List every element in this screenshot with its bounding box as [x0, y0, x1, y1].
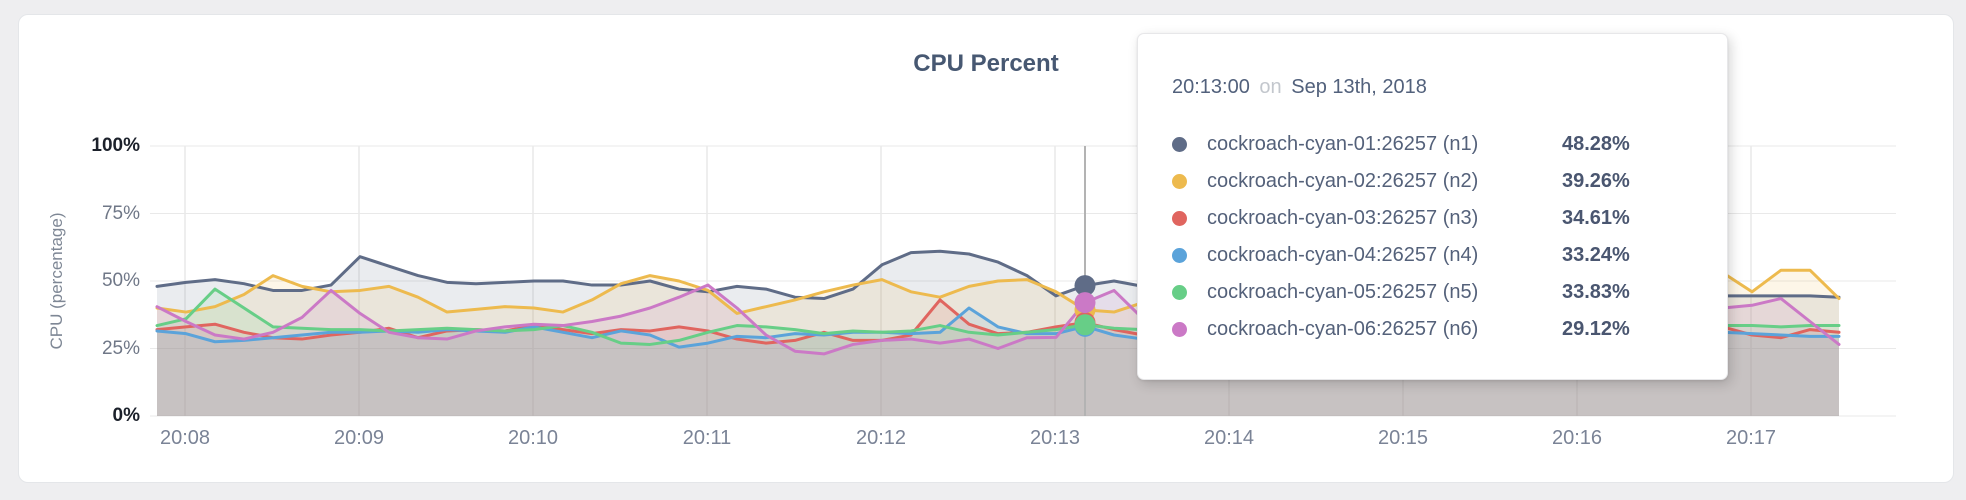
y-tick-label: 25%	[101, 337, 140, 359]
series-color-dot-icon	[1172, 248, 1187, 263]
y-tick-label: 75%	[101, 202, 140, 224]
series-color-dot-icon	[1172, 174, 1187, 189]
series-value: 39.26%	[1562, 170, 1630, 192]
series-color-dot-icon	[1172, 137, 1187, 152]
hover-dot-n6	[1074, 292, 1096, 314]
series-area	[157, 285, 1839, 416]
chart-title: CPU Percent	[913, 50, 1059, 77]
x-tick-label: 20:15	[1377, 427, 1429, 449]
series-label: cockroach-cyan-03:26257 (n3)	[1207, 207, 1479, 229]
y-tick-label: 50%	[101, 270, 140, 291]
x-tick-label: 20:09	[333, 427, 385, 449]
tooltip-row: cockroach-cyan-05:26257 (n5) 33.83%	[1172, 274, 1699, 311]
tooltip-date: Sep 13th, 2018	[1291, 76, 1427, 98]
series-label: cockroach-cyan-05:26257 (n5)	[1207, 281, 1479, 303]
tooltip-header: 20:13:00 on Sep 13th, 2018	[1172, 74, 1699, 100]
series-color-dot-icon	[1172, 322, 1187, 337]
series-label: cockroach-cyan-01:26257 (n1)	[1207, 133, 1479, 155]
x-tick-label: 20:16	[1551, 427, 1603, 449]
hover-dot-n1	[1074, 275, 1096, 297]
hover-tooltip: 20:13:00 on Sep 13th, 2018 cockroach-cya…	[1137, 33, 1728, 380]
series-label: cockroach-cyan-06:26257 (n6)	[1207, 318, 1479, 340]
series-label: cockroach-cyan-04:26257 (n4)	[1207, 244, 1479, 266]
series-label: cockroach-cyan-02:26257 (n2)	[1207, 170, 1479, 192]
series-color-dot-icon	[1172, 211, 1187, 226]
tooltip-connector: on	[1259, 76, 1282, 98]
y-tick-label: 0%	[112, 405, 140, 426]
tooltip-row: cockroach-cyan-01:26257 (n1) 48.28%	[1172, 126, 1699, 163]
x-tick-label: 20:08	[159, 427, 211, 449]
tooltip-rows: cockroach-cyan-01:26257 (n1) 48.28% cockro…	[1172, 126, 1699, 348]
tooltip-row: cockroach-cyan-04:26257 (n4) 33.24%	[1172, 237, 1699, 274]
series-value: 29.12%	[1562, 318, 1630, 340]
tooltip-row: cockroach-cyan-06:26257 (n6) 29.12%	[1172, 311, 1699, 348]
series-area	[157, 299, 1839, 416]
x-tick-label: 20:17	[1725, 427, 1777, 449]
x-tick-label: 20:13	[1029, 427, 1081, 449]
series-value: 48.28%	[1562, 133, 1630, 155]
y-tick-label: 100%	[91, 135, 140, 156]
x-tick-label: 20:12	[855, 427, 907, 449]
x-tick-label: 20:10	[507, 427, 559, 449]
tooltip-time: 20:13:00	[1172, 76, 1250, 98]
tooltip-row: cockroach-cyan-02:26257 (n2) 39.26%	[1172, 163, 1699, 200]
series-area	[157, 289, 1839, 416]
x-tick-label: 20:14	[1203, 427, 1255, 449]
hover-dot-n5	[1074, 314, 1096, 336]
series-value: 33.83%	[1562, 281, 1630, 303]
series-value: 33.24%	[1562, 244, 1630, 266]
x-tick-label: 20:11	[682, 427, 732, 449]
tooltip-row: cockroach-cyan-03:26257 (n3) 34.61%	[1172, 200, 1699, 237]
series-value: 34.61%	[1562, 207, 1630, 229]
series-color-dot-icon	[1172, 285, 1187, 300]
